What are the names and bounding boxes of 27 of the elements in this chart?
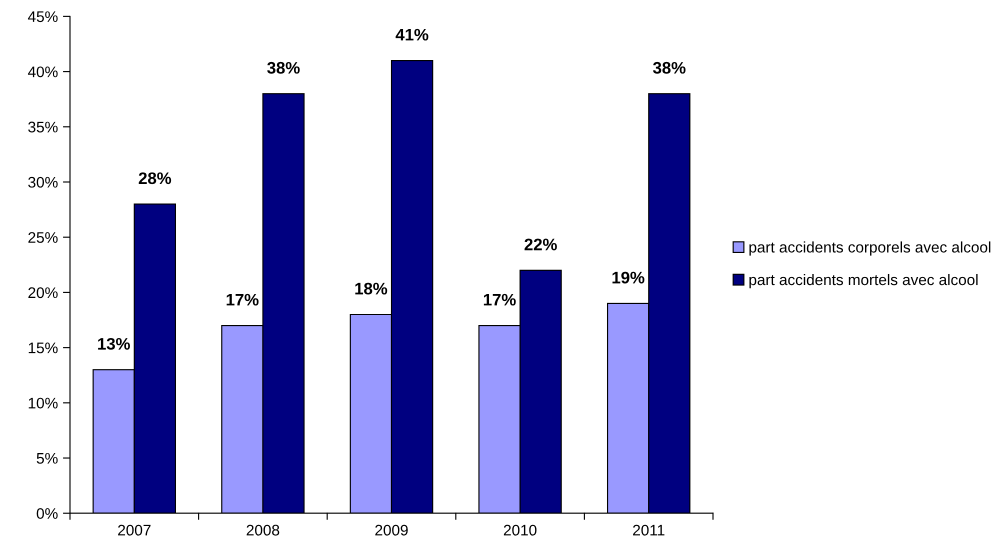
y-tick-label: 25% — [28, 232, 58, 243]
data-label: 17% — [484, 294, 516, 306]
data-label: 18% — [355, 282, 388, 295]
x-tick-label: 2010 — [504, 524, 536, 536]
data-label: 28% — [138, 172, 172, 184]
y-tick-label: 20% — [28, 287, 58, 298]
y-tick-label: 10% — [28, 398, 58, 409]
y-tick-label: 5% — [36, 452, 58, 464]
x-tick-label: 2009 — [375, 524, 408, 536]
data-label: 38% — [652, 62, 686, 74]
y-tick-label: 45% — [28, 11, 58, 22]
data-label: 41% — [396, 28, 428, 41]
data-label: 22% — [524, 238, 557, 250]
x-tick-label: 2011 — [633, 524, 664, 536]
x-tick-label: 2007 — [118, 524, 151, 536]
data-label: 19% — [612, 272, 644, 284]
y-tick-label: 35% — [28, 122, 58, 132]
y-tick-label: 15% — [28, 342, 58, 354]
data-label: 13% — [98, 338, 130, 350]
data-label: 17% — [226, 294, 259, 306]
legend-label: part accidents mortels avec alcool — [749, 274, 978, 288]
y-tick-label: 30% — [28, 176, 58, 188]
data-label: 38% — [267, 62, 300, 74]
x-tick-label: 2008 — [246, 524, 280, 536]
y-tick-label: 40% — [28, 66, 58, 78]
y-tick-label: 0% — [36, 508, 58, 519]
legend-label: part accidents corporels avec alcool — [749, 241, 990, 256]
